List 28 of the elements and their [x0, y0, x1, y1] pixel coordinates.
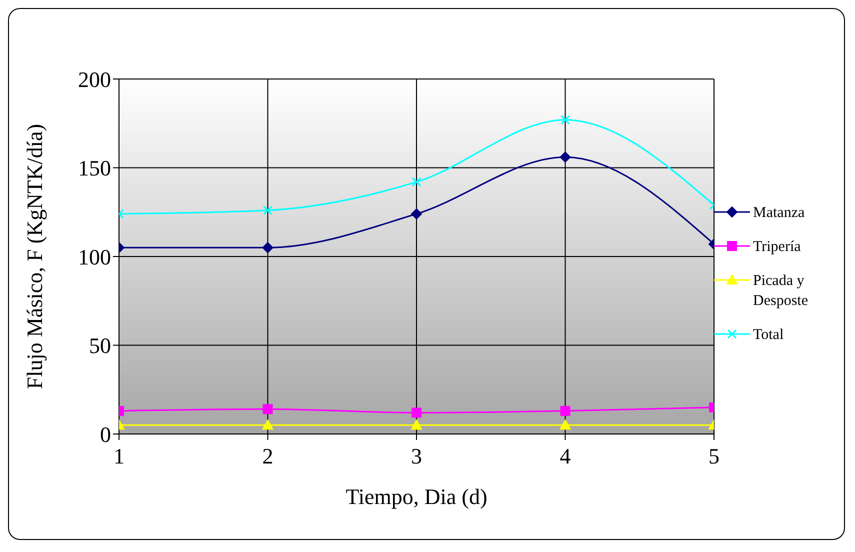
x-tick-label: 1 — [114, 444, 124, 469]
point — [411, 208, 422, 220]
x-axis-title: Tiempo, Dia (d) — [346, 484, 488, 509]
x-tick-label: 3 — [411, 444, 422, 469]
y-tick-label: 200 — [78, 66, 111, 92]
legend-label: Total — [753, 326, 784, 345]
y-tick-label: 50 — [89, 333, 111, 358]
legend-label: Picada y Desposte — [753, 272, 809, 311]
y-tick-label: 150 — [78, 156, 111, 181]
x-tick-label: 4 — [560, 444, 571, 469]
x-tick-label: 2 — [262, 444, 274, 469]
point — [262, 242, 274, 254]
legend-label: Matanza — [753, 204, 805, 223]
y-tick-label: 100 — [78, 244, 111, 270]
point — [560, 115, 570, 125]
point — [412, 177, 422, 187]
point — [412, 408, 422, 418]
y-axis-title: Flujo Másico, F (KgNTK/día) — [22, 124, 47, 390]
point — [262, 420, 274, 430]
legend-label: Tripería — [753, 238, 801, 257]
point — [262, 404, 273, 414]
point — [411, 420, 422, 430]
point — [560, 152, 571, 163]
point — [263, 206, 272, 216]
x-tick-label: 5 — [708, 444, 720, 469]
point — [560, 420, 571, 430]
point — [560, 406, 570, 416]
y-tick-label: 0 — [100, 422, 111, 447]
